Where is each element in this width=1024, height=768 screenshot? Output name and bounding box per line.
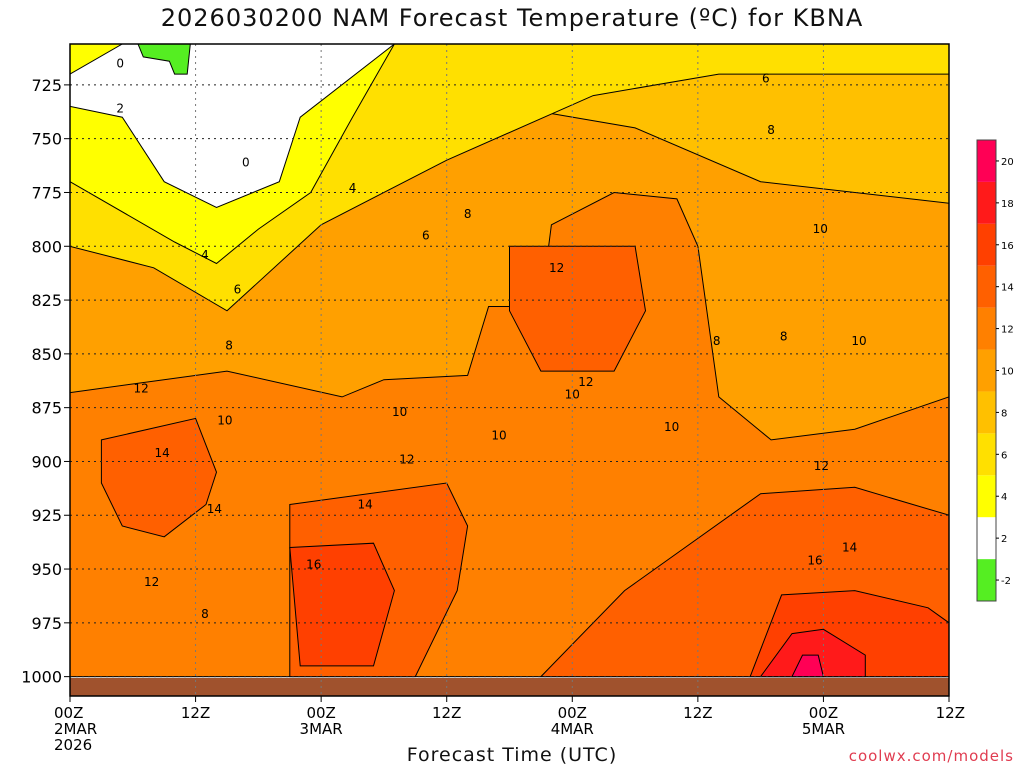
contour-label: 12: [814, 459, 829, 473]
temp-region-18-13: [759, 628, 866, 678]
contour-label: 0: [116, 56, 124, 70]
contour-label: 14: [207, 502, 222, 516]
colorbar-label: 10: [1001, 367, 1014, 378]
contour-label: 10: [851, 334, 866, 348]
colorbar-label: 6: [1001, 450, 1007, 461]
x-tick-label: 2MAR: [54, 720, 97, 738]
y-tick-label: 850: [31, 345, 62, 364]
y-tick-label: 1000: [21, 668, 62, 687]
contour-label: 10: [813, 222, 828, 236]
colorbar-swatch: [977, 265, 996, 308]
y-axis: 725 750 775 800 825 850 875 900 925 950 975 1000: [21, 76, 70, 687]
x-tick-label: 12Z: [181, 704, 210, 722]
colorbar-label: 2: [1001, 534, 1007, 545]
contour-label: 10: [392, 405, 407, 419]
grid-lines: [69, 44, 950, 696]
temp-region-20-14: [791, 654, 825, 678]
contour-label: 6: [762, 71, 770, 85]
colorbar-swatch: [977, 433, 996, 476]
colorbar-label: 12: [1001, 325, 1014, 336]
contour-label: 10: [217, 414, 232, 428]
colorbar-label: 4: [1001, 492, 1007, 503]
contour-label: 8: [225, 338, 233, 352]
source-credit: coolwx.com/models: [848, 747, 1014, 765]
colorbar-swatch: [977, 307, 996, 350]
x-tick-label: 00Z: [306, 704, 335, 722]
contour-label: 14: [357, 497, 372, 511]
contour-label: 8: [780, 330, 788, 344]
contour-label: 6: [422, 229, 430, 243]
colorbar-swatch: [977, 349, 996, 392]
temp-region-16-11: [289, 542, 395, 667]
temp-region-14-7: [100, 417, 218, 538]
contour-label: 10: [664, 420, 679, 434]
x-tick-label: 00Z: [809, 704, 838, 722]
temperature-fill-regions: [70, 44, 949, 678]
contour-label: 12: [399, 452, 414, 466]
x-tick-label: 12Z: [936, 704, 965, 722]
y-tick-label: 950: [31, 560, 62, 579]
x-tick-label: 12Z: [432, 704, 461, 722]
colorbar-swatch: [977, 517, 996, 560]
colorbar-swatch: [977, 181, 996, 224]
contour-label: 12: [578, 375, 593, 389]
contour-label: 4: [201, 248, 209, 262]
y-tick-label: 975: [31, 614, 62, 633]
y-tick-label: 800: [31, 237, 62, 256]
colorbar-label: 18: [1001, 199, 1014, 210]
contour-label: 14: [842, 541, 857, 555]
contour-label: 12: [134, 381, 149, 395]
colorbar-legend: -2 2 4 6 8 10 12 14 16 18 20: [976, 139, 1014, 602]
contour-label: 12: [144, 575, 159, 589]
colorbar-label: 14: [1001, 283, 1014, 294]
contour-label: 8: [713, 334, 721, 348]
x-tick-label: 3MAR: [300, 720, 343, 738]
x-tick-label: 4MAR: [551, 720, 594, 738]
x-tick-label: 12Z: [683, 704, 712, 722]
x-tick-label: 00Z: [54, 704, 83, 722]
y-tick-label: 825: [31, 291, 62, 310]
contour-label: 4: [349, 181, 357, 195]
y-tick-label: 750: [31, 130, 62, 149]
contour-label: 14: [154, 446, 169, 460]
contour-label: 12: [549, 261, 564, 275]
plot-frame: [69, 43, 950, 697]
colorbar-label: 16: [1001, 241, 1014, 252]
temp-region--2-5: [137, 44, 191, 75]
colorbar-swatch: [977, 391, 996, 434]
contour-label: 8: [767, 123, 775, 137]
colorbar-swatch: [977, 559, 996, 601]
y-tick-label: 775: [31, 183, 62, 202]
x-tick-label: 2026: [54, 736, 92, 754]
ground-below-surface: [70, 678, 949, 696]
x-tick-label: 5MAR: [802, 720, 845, 738]
y-tick-label: 725: [31, 76, 62, 95]
contour-label: 16: [807, 553, 822, 567]
contour-label: 8: [464, 207, 472, 221]
contour-label: 6: [234, 282, 242, 296]
colorbar-swatch: [977, 223, 996, 266]
y-tick-label: 900: [31, 452, 62, 471]
chart-title: 2026030200 NAM Forecast Temperature (ºC)…: [160, 4, 864, 32]
colorbar-swatch: [977, 475, 996, 518]
colorbar-label: -2: [1001, 576, 1011, 587]
contour-label: 0: [242, 155, 250, 169]
contour-label: 10: [491, 429, 506, 443]
x-tick-label: 00Z: [558, 704, 587, 722]
contour-label: 8: [201, 607, 209, 621]
colorbar-label: 20: [1001, 157, 1014, 168]
x-axis-label: Forecast Time (UTC): [406, 744, 618, 766]
y-tick-label: 925: [31, 506, 62, 525]
colorbar-label: 8: [1001, 408, 1007, 419]
colorbar-swatch: [977, 140, 996, 182]
contour-label: 2: [116, 102, 124, 116]
contour-label: 16: [306, 558, 321, 572]
contour-label: 10: [565, 388, 580, 402]
temp-region-2-4: [70, 44, 396, 209]
y-tick-label: 875: [31, 399, 62, 418]
